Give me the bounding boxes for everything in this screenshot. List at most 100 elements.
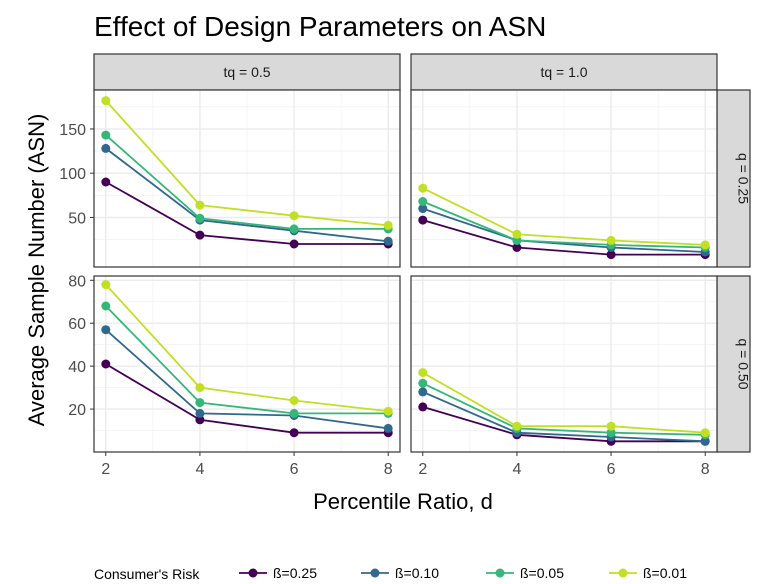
x-tick-label: 2 <box>418 461 427 478</box>
data-point <box>700 240 710 250</box>
series-line <box>422 382 706 436</box>
data-point <box>418 368 428 378</box>
data-point <box>606 235 616 245</box>
data-point <box>195 408 205 418</box>
data-point <box>512 243 522 252</box>
panels-layer: tq = 0.5 tq = 1.0 q = 0.25 q = 0.50 50 100 150… <box>59 53 752 478</box>
y-tick-label: 20 <box>68 402 86 419</box>
x-axis-title: Percentile Ratio, d <box>313 489 493 514</box>
data-point <box>101 177 111 187</box>
legend-item: ß=0.10 <box>361 565 439 581</box>
y-tick-label: 60 <box>68 316 86 333</box>
legend-key-point <box>495 568 505 578</box>
series-line <box>105 99 389 227</box>
data-point <box>101 280 111 290</box>
data-point <box>700 436 710 446</box>
data-point <box>195 230 205 240</box>
data-point <box>700 428 710 438</box>
data-point <box>289 224 299 234</box>
y-tick-label: 50 <box>68 210 86 227</box>
data-point <box>289 239 299 249</box>
series-line <box>422 371 706 434</box>
data-point <box>606 250 616 260</box>
x-tick-label: 4 <box>195 461 204 478</box>
data-point <box>512 421 522 431</box>
x-tick-label: 6 <box>607 461 616 478</box>
data-point <box>606 421 616 431</box>
x-tick-label: 8 <box>701 461 710 478</box>
data-point <box>418 215 428 225</box>
strip-col-1-background <box>93 53 401 91</box>
data-point <box>418 183 428 193</box>
series-line <box>422 200 706 249</box>
y-tick-label: 80 <box>68 273 86 290</box>
strip-row-2-label: q = 0.50 <box>736 339 752 390</box>
legend: Consumer's Risk ß=0.25 ß=0.10 ß=0.05 ß=0.01 <box>94 565 687 582</box>
series-line <box>422 219 706 256</box>
series-line <box>105 305 389 415</box>
series-line <box>105 134 389 230</box>
panel-r2-c2: 2 4 6 8 <box>410 275 718 478</box>
legend-label: ß=0.05 <box>520 565 564 581</box>
data-point <box>383 236 393 246</box>
strip-row-1-label: q = 0.25 <box>736 153 752 204</box>
x-tick-label: 6 <box>290 461 299 478</box>
data-point <box>195 213 205 223</box>
data-point <box>289 428 299 438</box>
data-point <box>418 402 428 412</box>
data-point <box>383 423 393 433</box>
x-tick-label: 4 <box>512 461 521 478</box>
strip-col-1-label: tq = 0.5 <box>223 64 270 80</box>
chart-title: Effect of Design Parameters on ASN <box>94 11 546 42</box>
data-point <box>101 143 111 153</box>
series-line <box>105 283 389 413</box>
legend-key-point <box>618 568 628 578</box>
panel-r1-c2-border <box>410 89 718 268</box>
y-tick-label: 100 <box>59 166 86 183</box>
legend-item: ß=0.25 <box>239 565 317 581</box>
data-point <box>289 396 299 405</box>
legend-item: ß=0.05 <box>486 565 564 581</box>
data-point <box>383 406 393 416</box>
legend-label: ß=0.01 <box>643 565 687 581</box>
data-point <box>101 301 111 311</box>
data-point <box>383 220 393 230</box>
y-axis-title: Average Sample Number (ASN) <box>24 114 49 427</box>
data-point <box>418 197 428 206</box>
data-point <box>606 428 616 438</box>
series-line <box>105 329 389 430</box>
series-line <box>422 406 706 443</box>
data-point <box>289 408 299 418</box>
x-tick-label: 2 <box>101 461 110 478</box>
data-point <box>512 229 522 239</box>
data-point <box>195 200 205 210</box>
legend-title: Consumer's Risk <box>94 566 200 582</box>
data-point <box>195 415 205 425</box>
panel-r2-c2-border <box>410 275 718 453</box>
series-line <box>105 181 389 245</box>
data-point <box>101 325 111 335</box>
series-line <box>105 147 389 243</box>
strip-row-2-background <box>716 275 751 453</box>
y-tick-label: 150 <box>59 122 86 139</box>
data-point <box>101 130 111 140</box>
panel-r1-c2 <box>410 89 718 268</box>
data-point <box>101 96 111 106</box>
panel-r2-c1-border <box>93 275 401 453</box>
legend-key-point <box>370 568 380 578</box>
data-point <box>195 398 205 408</box>
legend-label: ß=0.10 <box>395 565 439 581</box>
data-point <box>195 383 205 393</box>
data-point <box>418 378 428 388</box>
panel-r2-c1: 20 40 60 80 2 4 6 8 <box>68 273 401 478</box>
data-point <box>289 211 299 221</box>
data-point <box>101 359 111 369</box>
series-line <box>422 391 706 443</box>
data-point <box>418 204 428 214</box>
strip-col-2-background <box>410 53 718 91</box>
series-line <box>422 207 706 253</box>
strip-col-2-label: tq = 1.0 <box>540 64 587 80</box>
panel-r1-c1-border <box>93 89 401 268</box>
x-tick-label: 8 <box>384 461 393 478</box>
